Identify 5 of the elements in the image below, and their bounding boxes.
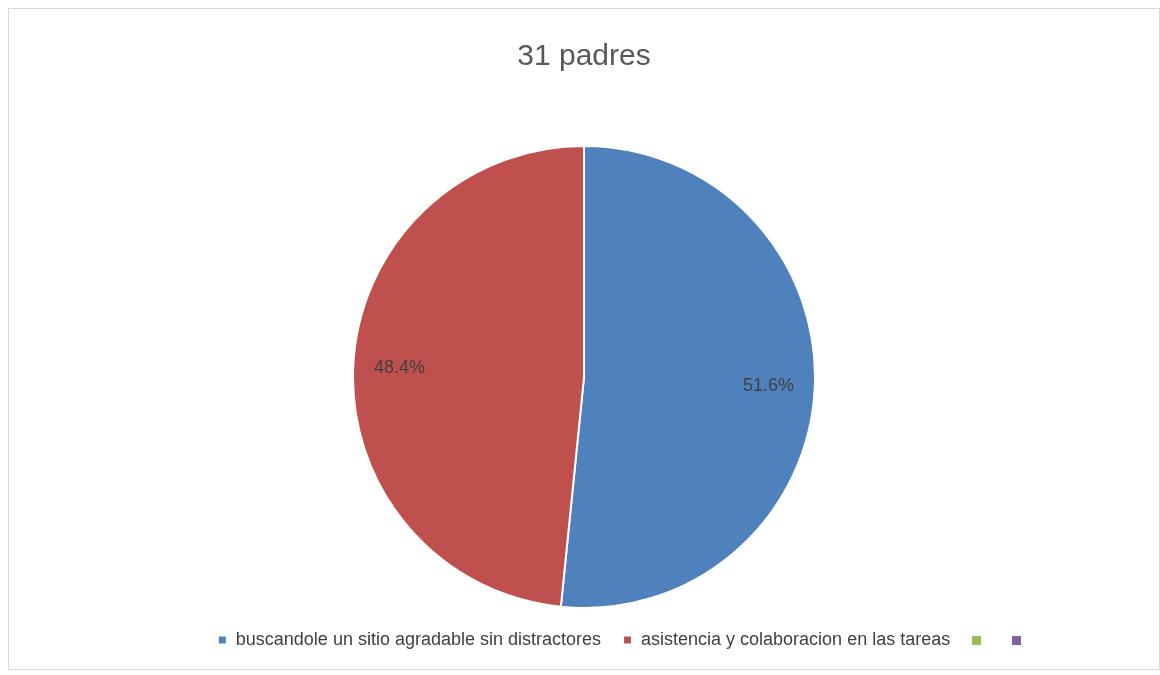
data-label: 48.4% — [373, 356, 425, 377]
chart-title: 31 padres — [517, 38, 651, 72]
legend-label: asistencia y colaboracion en las tareas — [641, 628, 951, 649]
data-label: 51.6% — [743, 375, 795, 396]
legend-label: buscandole un sitio agradable sin distractores — [235, 628, 602, 649]
